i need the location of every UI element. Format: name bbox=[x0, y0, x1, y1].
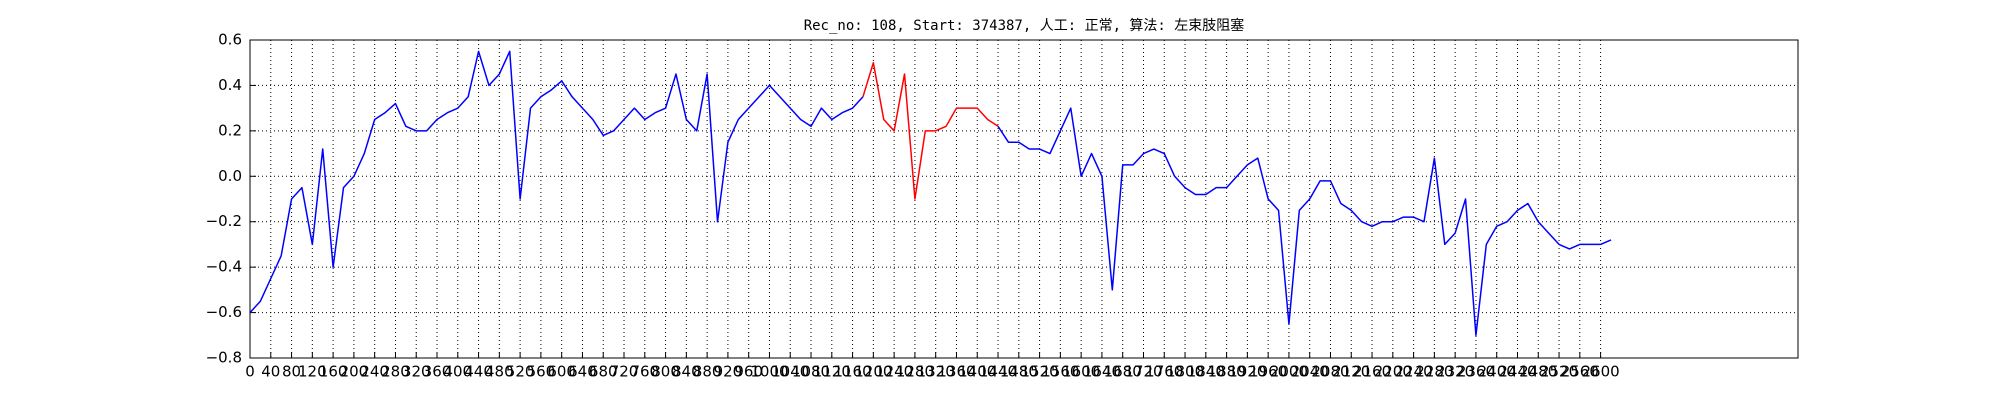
x-tick-label: 1480 bbox=[1000, 363, 1038, 381]
x-tick-label: 240 bbox=[360, 363, 389, 381]
x-tick-label: 1080 bbox=[792, 363, 830, 381]
y-tick-label: −0.4 bbox=[206, 258, 242, 276]
x-tick-label: 760 bbox=[630, 363, 659, 381]
x-tick-label: 2400 bbox=[1478, 363, 1516, 381]
x-tick-label: 2240 bbox=[1395, 363, 1433, 381]
x-tick-label: 560 bbox=[527, 363, 556, 381]
x-tick-label: 1720 bbox=[1124, 363, 1162, 381]
x-tick-label: 640 bbox=[568, 363, 597, 381]
x-tick-label: 1440 bbox=[979, 363, 1017, 381]
x-tick-label: 520 bbox=[506, 363, 535, 381]
x-tick-label: 2480 bbox=[1519, 363, 1557, 381]
x-tick-label: 680 bbox=[589, 363, 618, 381]
x-tick-label: 360 bbox=[423, 363, 452, 381]
x-tick-label: 1360 bbox=[937, 363, 975, 381]
x-tick-label: 1160 bbox=[833, 363, 871, 381]
plot-frame bbox=[249, 39, 1799, 359]
x-tick-label: 120 bbox=[298, 363, 327, 381]
x-tick-label: 1400 bbox=[958, 363, 996, 381]
x-tick-label: 1880 bbox=[1207, 363, 1245, 381]
x-tick-label: 2440 bbox=[1498, 363, 1536, 381]
x-tick-label: 960 bbox=[734, 363, 763, 381]
x-tick-label: 2160 bbox=[1353, 363, 1391, 381]
x-tick-label: 2560 bbox=[1561, 363, 1599, 381]
x-tick-label: 200 bbox=[340, 363, 369, 381]
x-tick-label: 280 bbox=[381, 363, 410, 381]
x-tick-label: 2120 bbox=[1332, 363, 1370, 381]
x-tick-label: 800 bbox=[651, 363, 680, 381]
x-tick-label: 1560 bbox=[1041, 363, 1079, 381]
y-tick-label: 0.4 bbox=[218, 76, 242, 94]
x-tick-label: 1200 bbox=[854, 363, 892, 381]
x-tick-label: 1600 bbox=[1062, 363, 1100, 381]
chart-title: Rec_no: 108, Start: 374387, 人工: 正常, 算法: … bbox=[804, 17, 1245, 34]
y-tick-label: −0.6 bbox=[206, 303, 242, 321]
x-tick-label: 2320 bbox=[1436, 363, 1474, 381]
data-line bbox=[249, 50, 1612, 337]
x-tick-label: 80 bbox=[282, 363, 301, 381]
x-tick-label: 440 bbox=[464, 363, 493, 381]
x-tick-label: 1800 bbox=[1166, 363, 1204, 381]
x-tick-label: 1280 bbox=[896, 363, 934, 381]
x-tick-label: 1040 bbox=[771, 363, 809, 381]
x-tick-label: 1000 bbox=[750, 363, 788, 381]
x-tick-label: 0 bbox=[245, 363, 255, 381]
x-tick-label: 2200 bbox=[1374, 363, 1412, 381]
x-tick-label: 1840 bbox=[1187, 363, 1225, 381]
x-tick-label: 2040 bbox=[1291, 363, 1329, 381]
x-tick-label: 1640 bbox=[1083, 363, 1121, 381]
y-tick-label: 0.6 bbox=[218, 31, 242, 49]
x-tick-label: 2600 bbox=[1582, 363, 1620, 381]
x-tick-label: 1240 bbox=[875, 363, 913, 381]
x-tick-label: 1120 bbox=[813, 363, 851, 381]
x-tick-label: 400 bbox=[443, 363, 472, 381]
x-tick-label: 1920 bbox=[1228, 363, 1266, 381]
x-tick-label: 1760 bbox=[1145, 363, 1183, 381]
x-tick-label: 40 bbox=[261, 363, 280, 381]
y-tick-label: 0.0 bbox=[218, 167, 242, 185]
x-tick-label: 320 bbox=[402, 363, 431, 381]
x-tick-label: 2080 bbox=[1311, 363, 1349, 381]
x-tick-label: 2280 bbox=[1415, 363, 1453, 381]
y-tick-label: −0.2 bbox=[206, 212, 242, 230]
x-tick-label: 480 bbox=[485, 363, 514, 381]
x-tick-label: 1320 bbox=[917, 363, 955, 381]
y-tick-label: 0.2 bbox=[218, 121, 242, 139]
x-tick-label: 600 bbox=[547, 363, 576, 381]
x-tick-label: 160 bbox=[319, 363, 348, 381]
x-tick-label: 2360 bbox=[1457, 363, 1495, 381]
x-tick-label: 2520 bbox=[1540, 363, 1578, 381]
x-tick-label: 1960 bbox=[1249, 363, 1287, 381]
x-tick-label: 720 bbox=[610, 363, 639, 381]
x-tick-label: 880 bbox=[693, 363, 722, 381]
x-tick-label: 1520 bbox=[1020, 363, 1058, 381]
y-tick-label: −0.8 bbox=[206, 349, 242, 367]
x-tick-label: 2000 bbox=[1270, 363, 1308, 381]
x-tick-label: 1680 bbox=[1104, 363, 1142, 381]
x-tick-label: 920 bbox=[714, 363, 743, 381]
x-tick-label: 840 bbox=[672, 363, 701, 381]
data-line bbox=[862, 61, 999, 200]
